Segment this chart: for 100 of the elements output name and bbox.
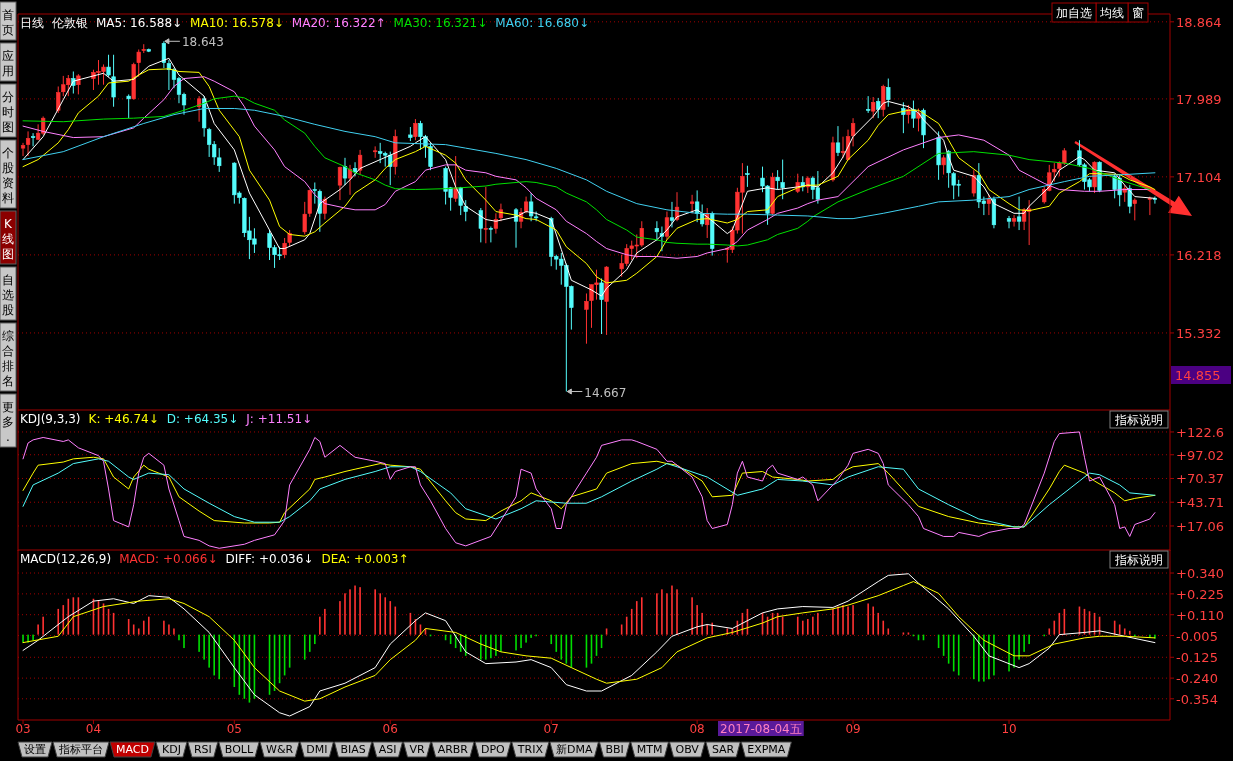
candlestick xyxy=(357,149,363,176)
candlestick xyxy=(56,85,61,114)
y-tick-label: +17.06 xyxy=(1176,518,1225,534)
x-tick-label: 07 xyxy=(543,722,559,736)
text: ARBR xyxy=(437,743,469,756)
candlestick xyxy=(197,95,202,123)
y-tick-label: -0.240 xyxy=(1176,671,1218,687)
candlestick xyxy=(337,166,343,201)
annotation: 14.667 xyxy=(584,385,627,400)
text: DMI xyxy=(306,743,328,756)
text: 新DMA xyxy=(555,743,593,756)
candlestick xyxy=(1127,184,1132,214)
chart-title: MACD(12,26,9) xyxy=(20,552,112,566)
candlestick xyxy=(871,96,876,119)
candlestick xyxy=(886,78,891,108)
text: K线图 xyxy=(2,217,14,261)
chart-title: 日线 xyxy=(20,16,44,30)
text: DEA: +0.003↑ xyxy=(321,552,409,566)
line-series xyxy=(22,573,1156,717)
x-tick-label: 08 xyxy=(689,722,705,736)
y-tick-label: 16.218 xyxy=(1176,247,1222,263)
text: OBV xyxy=(675,743,700,756)
y-tick-label: +0.225 xyxy=(1176,586,1225,602)
candlestick xyxy=(1132,197,1137,221)
candlestick xyxy=(584,292,589,345)
text: 指标平台 xyxy=(58,743,103,756)
candlestick xyxy=(20,142,26,157)
text: VR xyxy=(409,743,426,756)
text: K: +46.74↓ xyxy=(88,412,159,426)
candlestick xyxy=(312,181,317,205)
text: MTM xyxy=(636,743,663,756)
text: EXPMA xyxy=(747,743,786,756)
text: MA20: 16.322↑ xyxy=(291,16,386,30)
text: 综合排名 xyxy=(2,329,14,388)
text: 更多. xyxy=(2,400,14,444)
candlestick xyxy=(780,159,785,200)
candlestick xyxy=(835,125,841,157)
text: BBI xyxy=(605,743,624,756)
text: KDJ xyxy=(161,743,181,756)
line-series xyxy=(22,581,1156,702)
x-tick-label: 03 xyxy=(15,722,31,736)
candlestick xyxy=(282,237,287,259)
candlestick xyxy=(669,201,675,228)
text: 14.855 xyxy=(1175,368,1221,383)
text: 自选股 xyxy=(2,273,14,317)
candlestick xyxy=(307,189,312,218)
text: DPO xyxy=(481,743,506,756)
y-tick-label: -0.354 xyxy=(1176,691,1218,707)
candlestick xyxy=(302,201,307,235)
text: SAR xyxy=(711,743,735,756)
annotation: 加自选 xyxy=(1056,6,1092,20)
candlestick xyxy=(25,130,31,157)
candlestick xyxy=(850,117,856,147)
text: RSI xyxy=(193,743,212,756)
y-tick-label: +122.6 xyxy=(1176,424,1225,440)
text: MACD: +0.066↓ xyxy=(119,552,218,566)
chart-subtitle: 伦敦银 xyxy=(52,16,88,30)
candlestick xyxy=(30,132,36,147)
text: 首页 xyxy=(2,8,14,37)
text: MA5: 16.588↓ xyxy=(96,16,183,30)
candlestick xyxy=(1006,215,1012,229)
candlestick xyxy=(599,278,604,335)
text: ASI xyxy=(378,743,397,756)
x-tick-label: 05 xyxy=(226,722,242,736)
x-tick-label: 10 xyxy=(1001,722,1017,736)
candlestick xyxy=(876,97,881,119)
text: MACD xyxy=(116,743,149,756)
candlestick xyxy=(413,118,418,141)
candlestick xyxy=(840,136,846,159)
candlestick xyxy=(136,48,141,78)
y-tick-label: 17.989 xyxy=(1176,91,1222,107)
series-label: J: +11.51↓ xyxy=(245,412,313,426)
candlestick xyxy=(483,186,488,244)
text: D: +64.35↓ xyxy=(166,412,239,426)
annotation: 均线 xyxy=(1099,6,1124,20)
candlestick xyxy=(126,93,131,119)
text: MA30: 16.321↓ xyxy=(393,16,488,30)
line-series xyxy=(22,107,1156,220)
y-tick-label: 18.864 xyxy=(1176,14,1222,30)
x-tick-label: 09 xyxy=(845,722,861,736)
text: MA60: 16.680↓ xyxy=(495,16,590,30)
y-tick-label: +0.340 xyxy=(1176,566,1225,582)
candlestick xyxy=(664,211,670,241)
candlestick xyxy=(1016,196,1022,231)
candlestick xyxy=(745,165,750,188)
text: 2017-08-04五 xyxy=(720,722,802,736)
x-tick-label: 06 xyxy=(382,722,398,736)
y-tick-label: +0.110 xyxy=(1176,607,1225,623)
line-series xyxy=(22,95,1151,247)
candlestick xyxy=(453,155,458,203)
text: W&R xyxy=(266,743,294,756)
y-tick-label: +97.02 xyxy=(1176,447,1225,463)
y-tick-label: +43.71 xyxy=(1176,495,1225,511)
candlestick xyxy=(1011,214,1017,228)
y-tick-label: -0.005 xyxy=(1176,628,1218,644)
candlestick xyxy=(478,207,483,243)
candlestick xyxy=(111,54,116,108)
candlestick xyxy=(342,157,348,186)
annotation: 窗 xyxy=(1132,6,1144,20)
y-tick-label: 17.104 xyxy=(1176,169,1222,185)
